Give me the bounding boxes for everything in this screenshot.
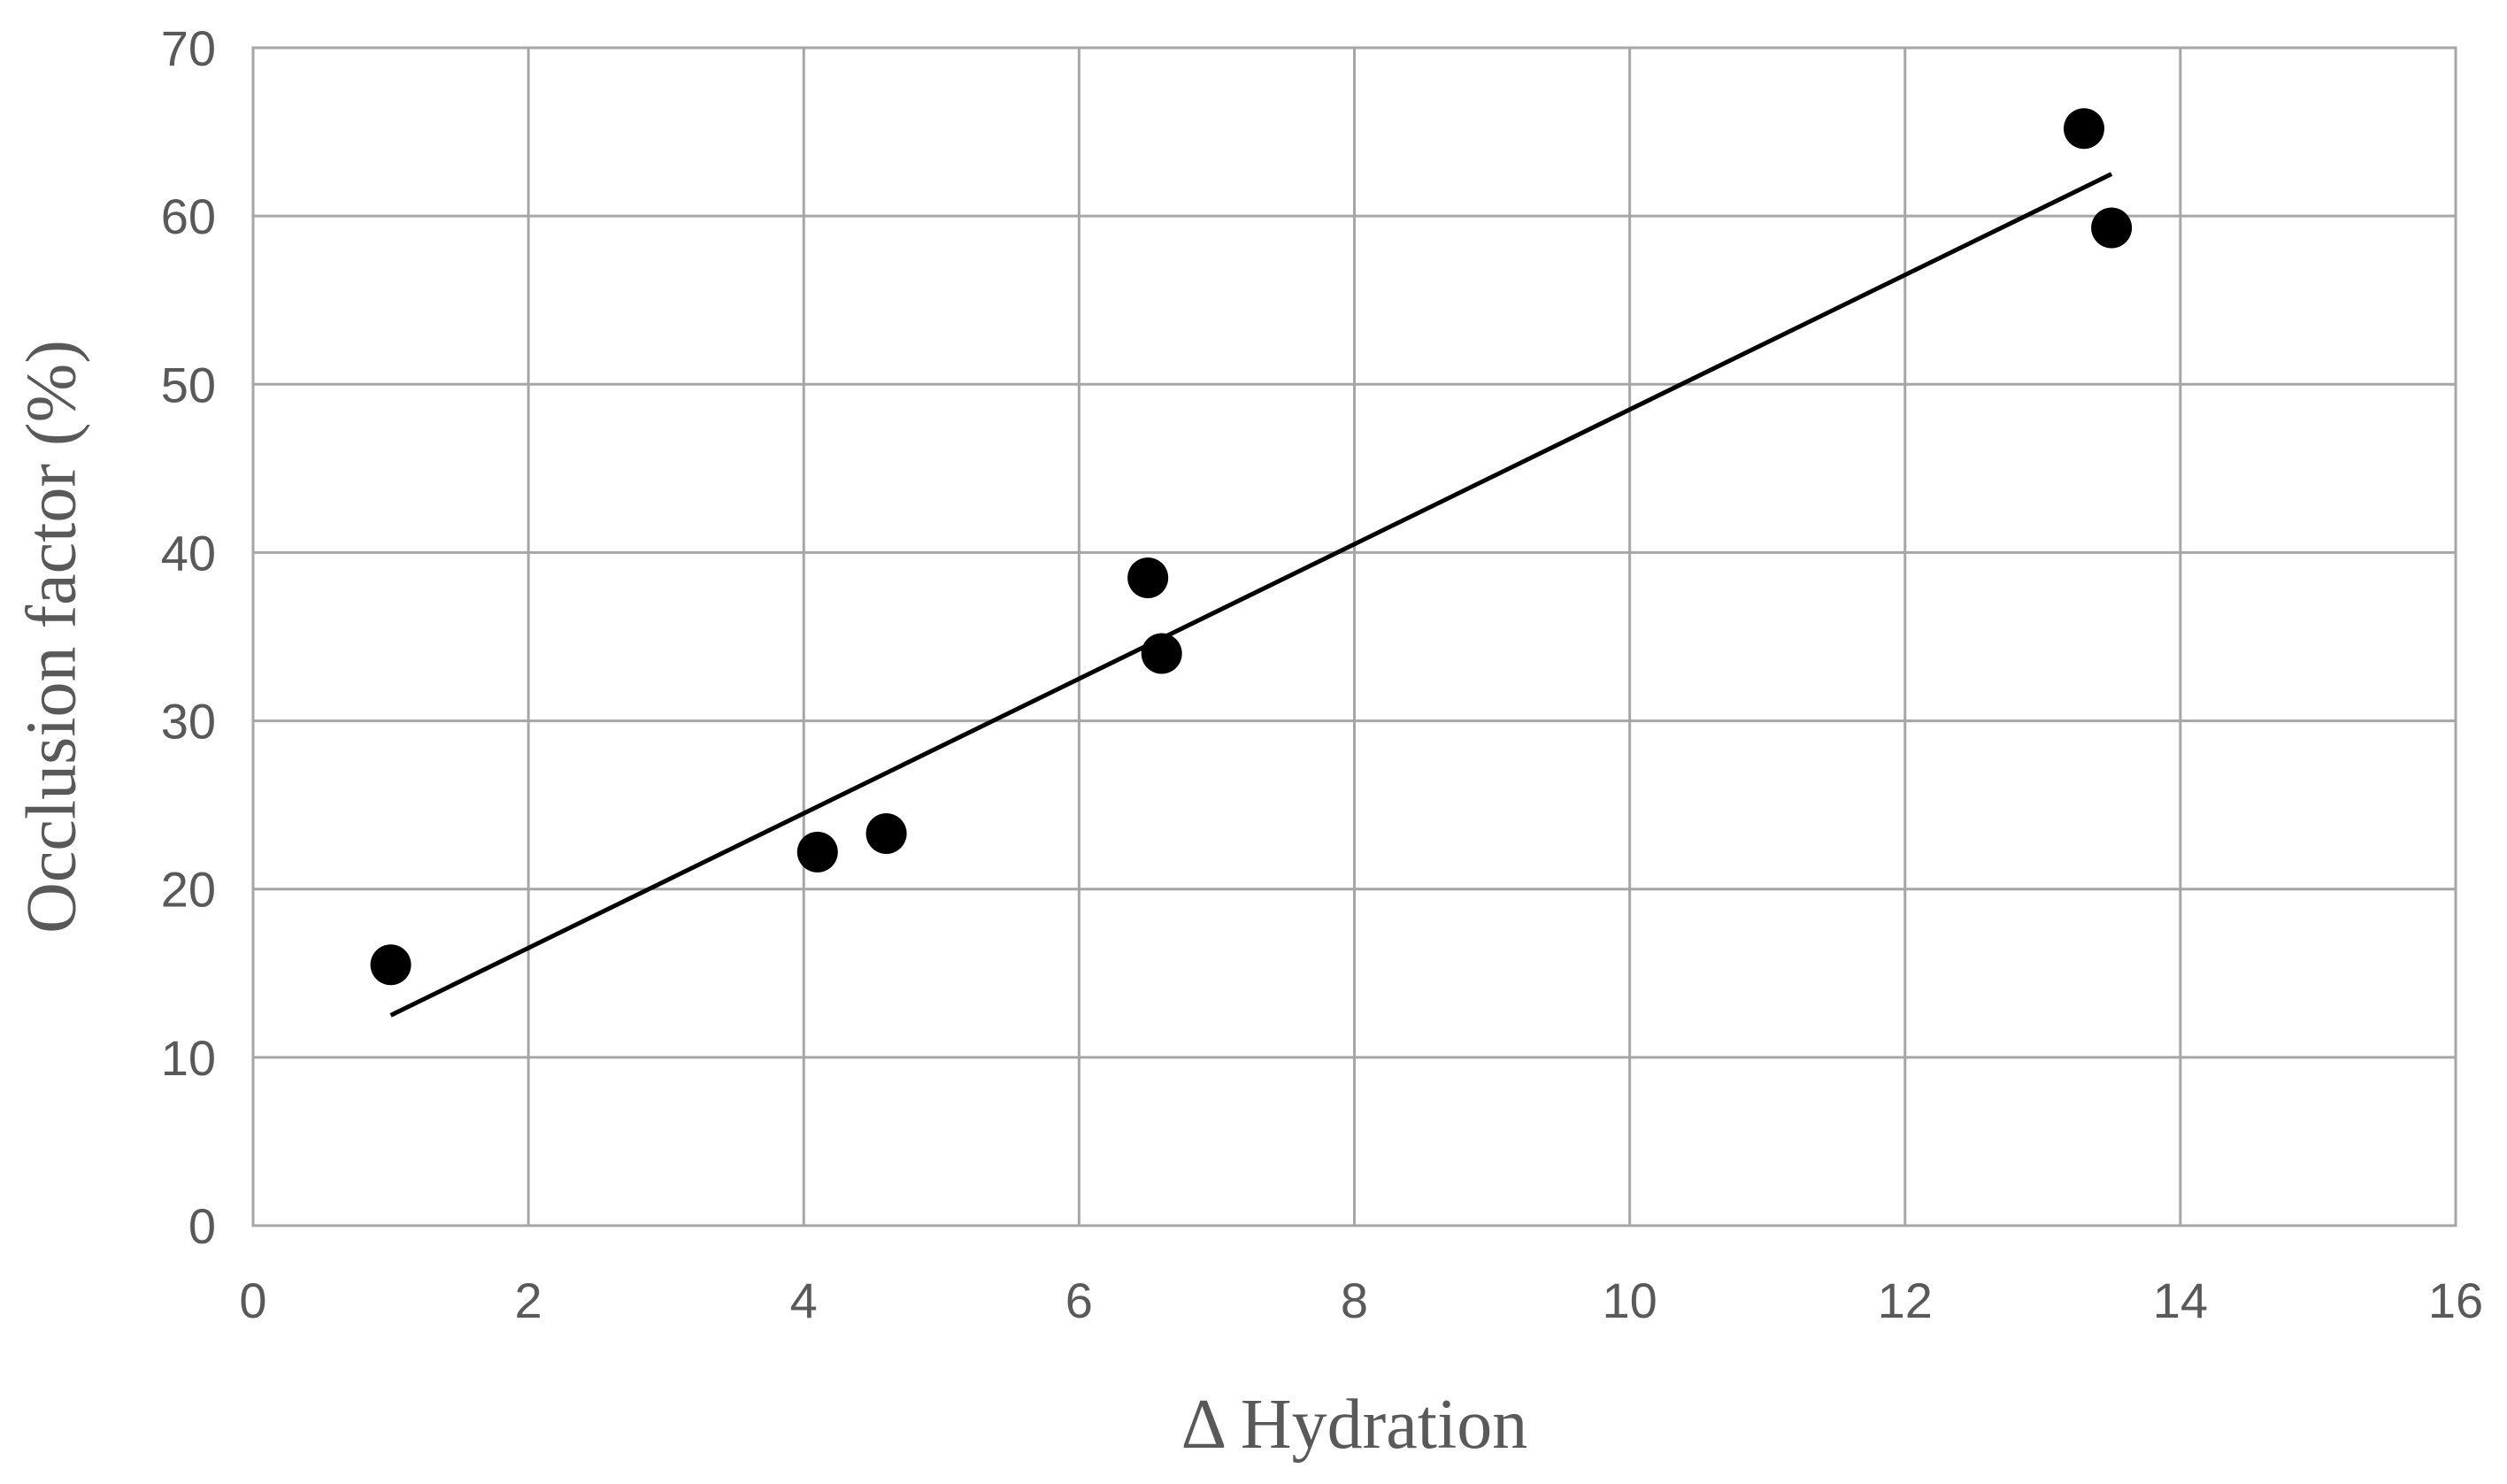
x-tick-label: 8 [1341, 1273, 1368, 1328]
x-axis-title: Δ Hydration [1181, 1386, 1527, 1464]
x-tick-label: 6 [1065, 1273, 1093, 1328]
plot-area-frame [251, 46, 2457, 1227]
y-tick-label: 0 [188, 1198, 216, 1254]
y-axis-title: Occlusion factor (%) [12, 340, 90, 934]
y-tick-label: 60 [161, 188, 216, 244]
x-tick-label: 0 [239, 1273, 266, 1328]
y-tick-label: 20 [161, 862, 216, 918]
x-tick-label: 4 [790, 1273, 818, 1328]
y-axis-tick-labels: 0 10 20 30 40 50 60 70 [161, 20, 216, 1254]
linear-trendline [389, 172, 2113, 1018]
y-tick-label: 40 [161, 525, 216, 581]
data-point [2091, 207, 2133, 249]
data-point [1127, 557, 1169, 598]
data-point [370, 944, 411, 986]
y-tick-label: 30 [161, 694, 216, 750]
data-point [796, 831, 838, 873]
data-point [865, 812, 907, 854]
x-tick-label: 16 [2428, 1273, 2483, 1328]
data-points [370, 108, 2133, 986]
x-axis-tick-labels: 0 2 4 6 8 10 12 14 16 [239, 1273, 2483, 1328]
x-tick-label: 10 [1602, 1273, 1657, 1328]
y-tick-label: 10 [161, 1030, 216, 1086]
y-tick-label: 70 [161, 20, 216, 76]
x-tick-label: 14 [2153, 1273, 2208, 1328]
x-tick-label: 12 [1878, 1273, 1933, 1328]
x-tick-label: 2 [515, 1273, 542, 1328]
data-point [1141, 633, 1182, 674]
grid [251, 46, 2457, 1227]
y-tick-label: 50 [161, 357, 216, 412]
data-point [2063, 108, 2104, 150]
